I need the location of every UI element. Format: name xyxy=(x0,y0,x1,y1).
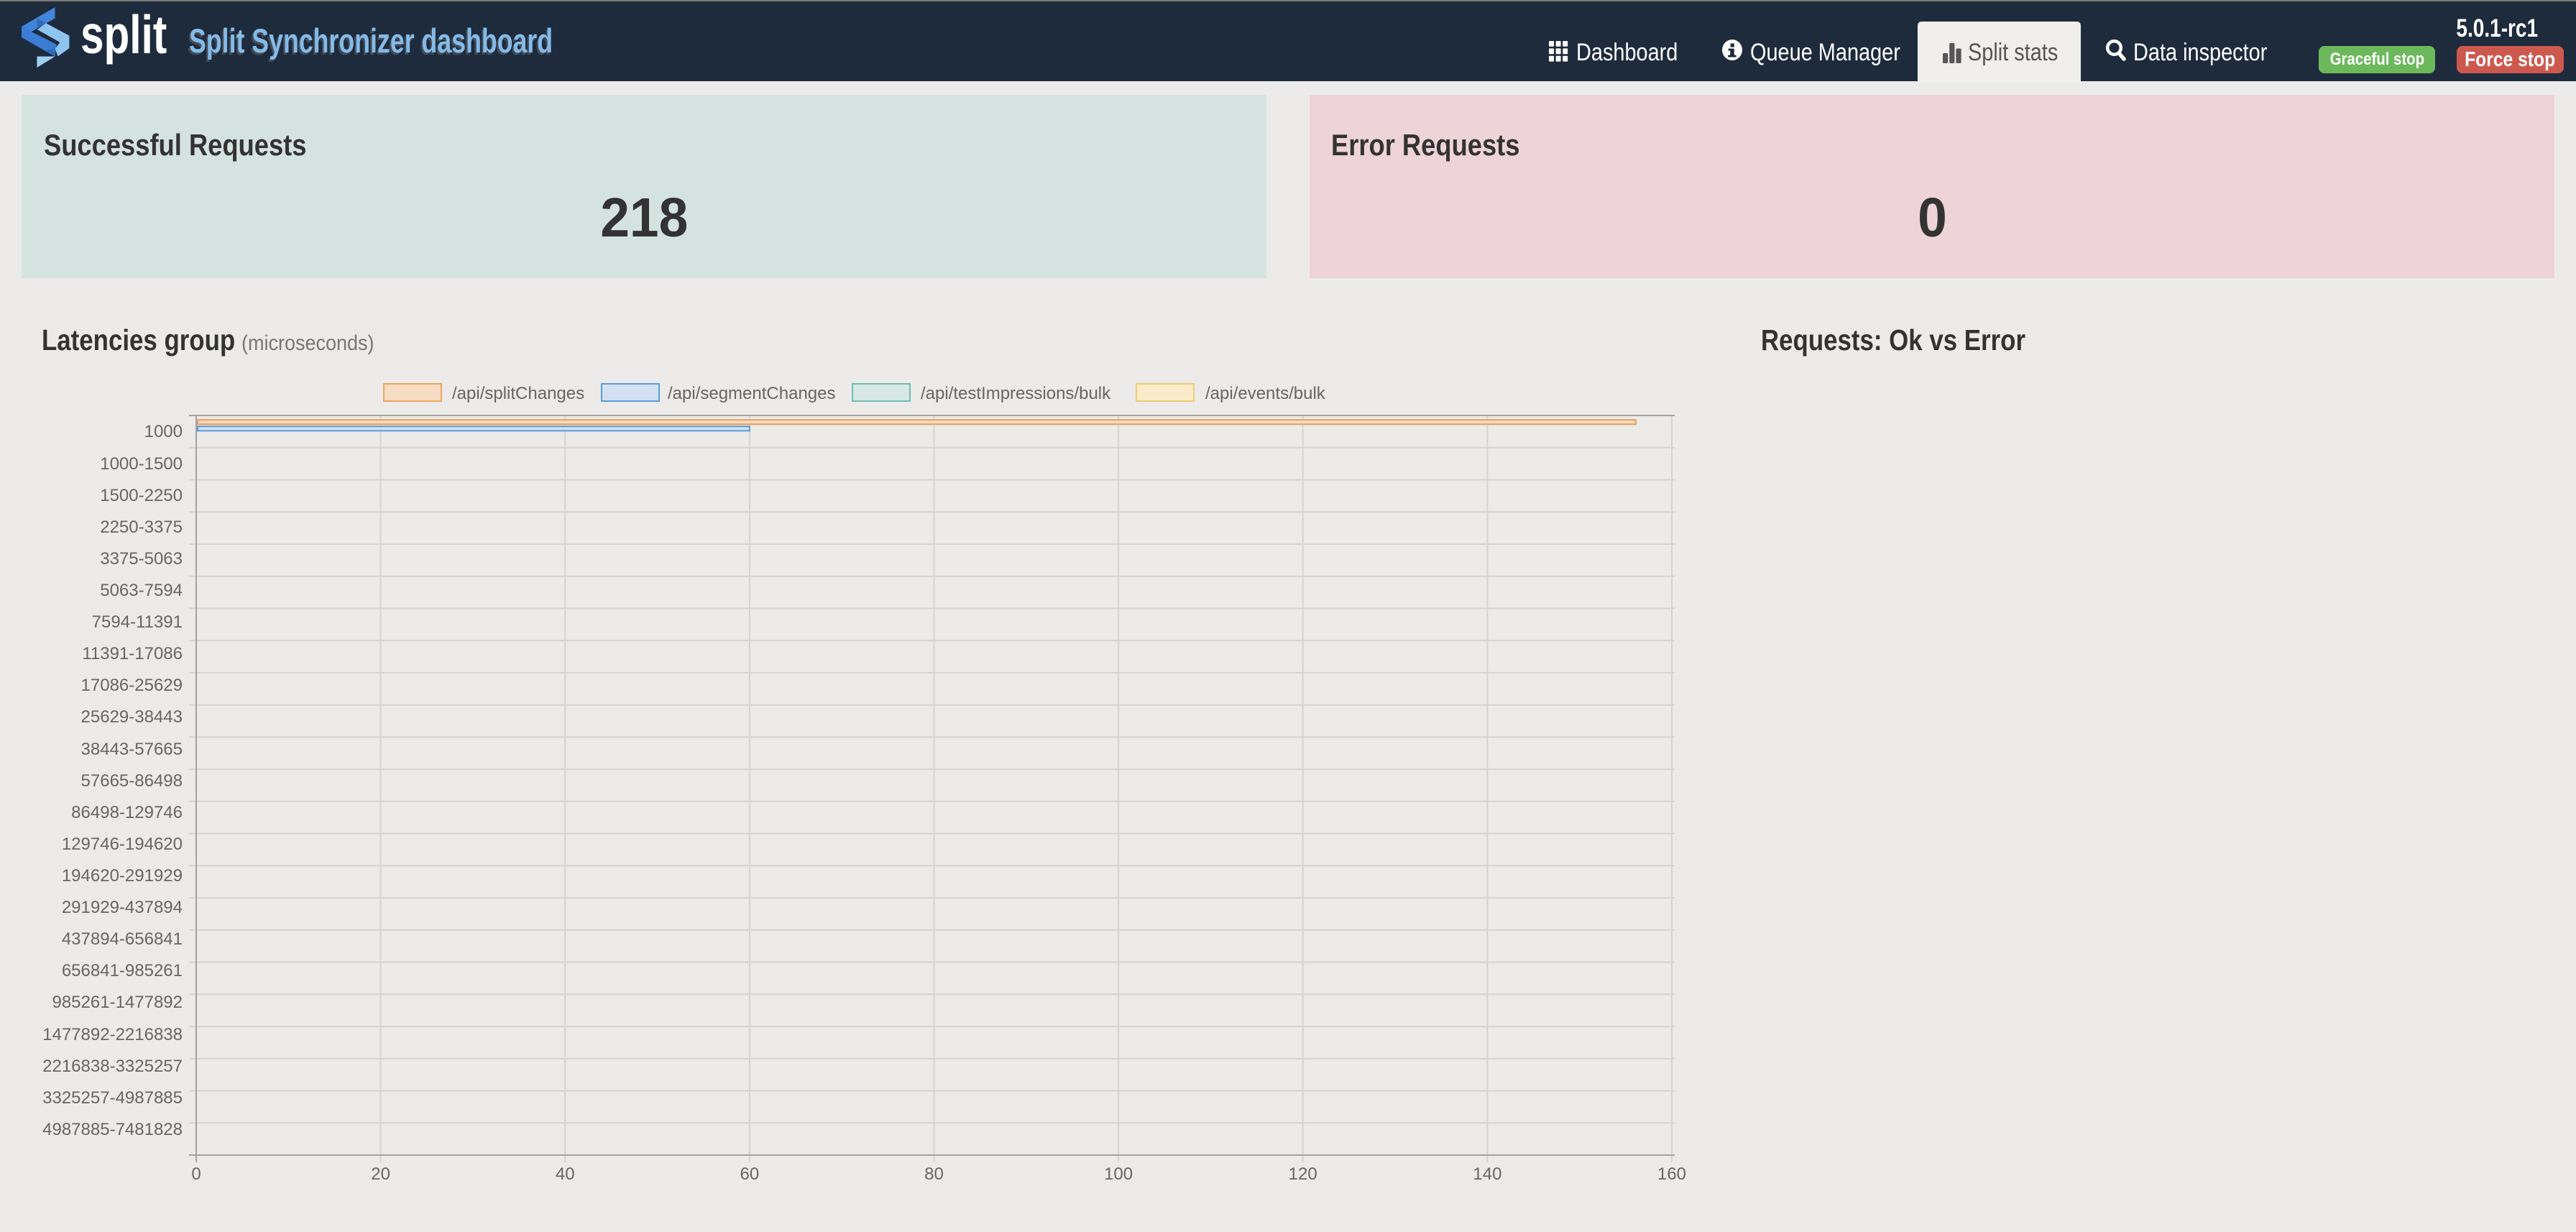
svg-text:/api/testImpressions/bulk: /api/testImpressions/bulk xyxy=(921,384,1111,403)
svg-text:20: 20 xyxy=(371,1164,390,1184)
svg-text:2250-3375: 2250-3375 xyxy=(100,518,183,537)
svg-text:80: 80 xyxy=(924,1164,944,1184)
svg-text:656841-985261: 656841-985261 xyxy=(62,961,183,980)
svg-text:3375-5063: 3375-5063 xyxy=(100,549,183,569)
svg-text:/api/segmentChanges: /api/segmentChanges xyxy=(668,384,835,403)
svg-text:3325257-4987885: 3325257-4987885 xyxy=(42,1088,183,1108)
svg-text:291929-437894: 291929-437894 xyxy=(62,898,183,917)
svg-text:1500-2250: 1500-2250 xyxy=(100,486,183,505)
svg-text:437894-656841: 437894-656841 xyxy=(62,929,183,949)
svg-text:129746-194620: 129746-194620 xyxy=(62,835,183,854)
svg-text:100: 100 xyxy=(1104,1164,1133,1184)
svg-text:0: 0 xyxy=(191,1164,201,1184)
svg-text:160: 160 xyxy=(1657,1164,1686,1184)
svg-text:1477892-2216838: 1477892-2216838 xyxy=(42,1025,183,1044)
svg-text:140: 140 xyxy=(1473,1164,1501,1184)
svg-text:38443-57665: 38443-57665 xyxy=(81,740,183,759)
svg-text:57665-86498: 57665-86498 xyxy=(81,771,183,791)
svg-text:4987885-7481828: 4987885-7481828 xyxy=(42,1120,183,1139)
svg-text:985261-1477892: 985261-1477892 xyxy=(52,993,183,1012)
svg-text:1000: 1000 xyxy=(144,422,183,441)
svg-text:1000-1500: 1000-1500 xyxy=(100,454,183,474)
svg-text:86498-129746: 86498-129746 xyxy=(71,803,183,822)
svg-text:7594-11391: 7594-11391 xyxy=(92,612,183,632)
svg-text:194620-291929: 194620-291929 xyxy=(62,866,183,886)
svg-text:60: 60 xyxy=(740,1164,760,1184)
svg-text:25629-38443: 25629-38443 xyxy=(81,707,183,727)
svg-text:/api/events/bulk: /api/events/bulk xyxy=(1205,384,1326,403)
svg-text:11391-17086: 11391-17086 xyxy=(82,644,183,663)
svg-text:2216838-3325257: 2216838-3325257 xyxy=(42,1057,183,1076)
svg-text:40: 40 xyxy=(556,1164,575,1184)
svg-text:5063-7594: 5063-7594 xyxy=(100,581,183,600)
svg-text:17086-25629: 17086-25629 xyxy=(81,676,183,695)
svg-text:120: 120 xyxy=(1289,1164,1317,1184)
svg-text:/api/splitChanges: /api/splitChanges xyxy=(452,384,584,403)
